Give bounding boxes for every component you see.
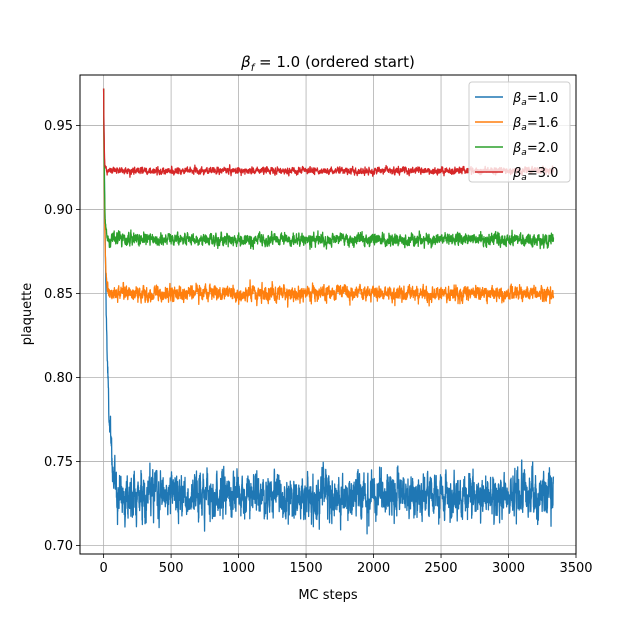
x-axis-label: MC steps <box>298 588 358 603</box>
legend-entries: βa=1.0 βa=1.6 βa=2.0 βa=3.0 <box>475 91 558 183</box>
y-axis-label: plaquette <box>20 283 35 346</box>
legend: βa=1.0 βa=1.6 βa=2.0 βa=3.0 <box>468 81 571 183</box>
chart-title: βf = 1.0 (ordered start) <box>240 53 415 74</box>
y-tick-label: 0.75 <box>44 455 73 470</box>
x-tick-label: 500 <box>159 561 184 576</box>
x-tick-label: 0 <box>99 561 107 576</box>
legend-frame <box>468 81 571 183</box>
legend-label: βa=1.6 <box>512 116 558 133</box>
series-line <box>102 88 555 250</box>
title-beta: β <box>240 53 251 71</box>
x-axis-ticks: 0 500 1000 1500 2000 2500 3000 3500 <box>99 554 593 576</box>
y-tick-label: 0.80 <box>44 371 73 386</box>
legend-label: βa=1.0 <box>512 91 558 108</box>
x-tick-label: 1000 <box>222 561 255 576</box>
x-tick-label: 2000 <box>357 561 390 576</box>
y-tick-label: 0.70 <box>44 539 73 554</box>
y-tick-label: 0.95 <box>44 119 73 134</box>
title-rest: = 1.0 (ordered start) <box>254 53 415 71</box>
x-tick-label: 3000 <box>492 561 525 576</box>
x-tick-label: 1500 <box>290 561 323 576</box>
y-axis-ticks: 0.70 0.75 0.80 0.85 0.90 0.95 <box>44 119 80 554</box>
x-tick-label: 3500 <box>559 561 592 576</box>
y-tick-label: 0.90 <box>44 203 73 218</box>
y-tick-label: 0.85 <box>44 287 73 302</box>
legend-label: βa=3.0 <box>512 166 558 183</box>
x-tick-label: 2500 <box>424 561 457 576</box>
axes-frame <box>79 74 577 555</box>
title-subscript: f <box>251 63 256 74</box>
legend-label: βa=2.0 <box>512 141 558 158</box>
series-line <box>102 88 555 308</box>
series-line <box>102 88 555 535</box>
